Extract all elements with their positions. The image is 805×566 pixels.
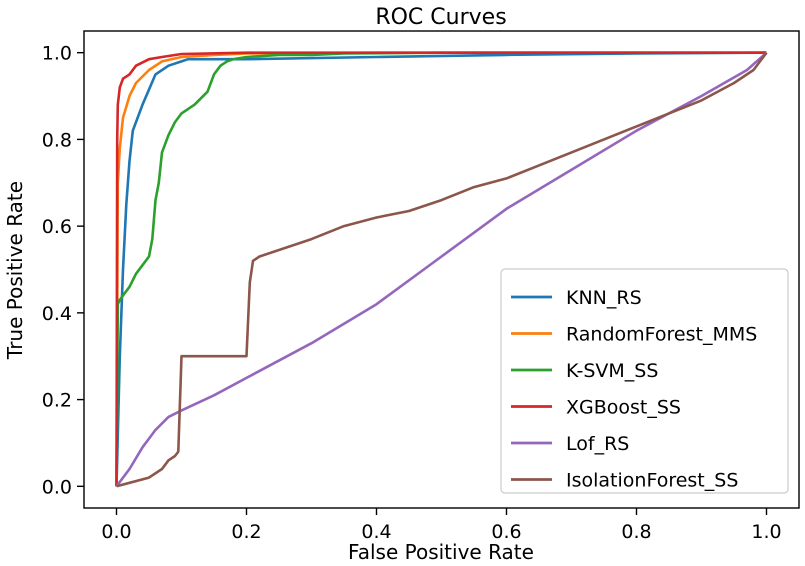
legend-label: RandomForest_MMS [566, 324, 757, 346]
series-line-xgboost-ss [115, 51, 767, 487]
chart-title: ROC Curves [375, 5, 506, 30]
x-tick-label: 1.0 [751, 521, 781, 543]
legend-label: IsolationForest_SS [566, 470, 738, 492]
x-tick-label: 0.8 [621, 521, 651, 543]
y-tick-label: 0.0 [42, 476, 72, 498]
y-tick-label: 0.6 [42, 216, 72, 238]
plot-lines [115, 51, 768, 488]
x-tick-label: 0.6 [491, 521, 521, 543]
legend: KNN_RS RandomForest_MMS K-SVM_SS XGBoost_SS… [500, 268, 789, 494]
series-line-isolationforest-ss [116, 51, 768, 488]
legend-label: XGBoost_SS [566, 397, 681, 419]
x-ticks: 0.0 0.2 0.4 0.6 0.8 1.0 [101, 508, 782, 543]
y-tick-label: 0.4 [42, 303, 72, 325]
plot-frame [83, 30, 800, 509]
legend-label: K-SVM_SS [566, 360, 658, 382]
legend-label: KNN_RS [566, 287, 642, 309]
x-tick-label: 0.2 [231, 521, 261, 543]
y-tick-label: 0.8 [42, 129, 72, 151]
y-tick-label: 1.0 [42, 43, 72, 65]
series-line-knn-rs [115, 51, 767, 487]
x-axis-label: False Positive Rate [348, 540, 534, 564]
x-tick-label: 0.0 [101, 521, 131, 543]
legend-label: Lof_RS [566, 433, 629, 455]
y-ticks: 0.0 0.2 0.4 0.6 0.8 1.0 [42, 43, 84, 498]
series-line-k-svm-ss [115, 51, 767, 487]
y-tick-label: 0.2 [42, 390, 72, 412]
y-axis-label: True Positive Rate [3, 181, 27, 360]
legend-box [500, 268, 789, 494]
x-tick-label: 0.4 [361, 521, 391, 543]
